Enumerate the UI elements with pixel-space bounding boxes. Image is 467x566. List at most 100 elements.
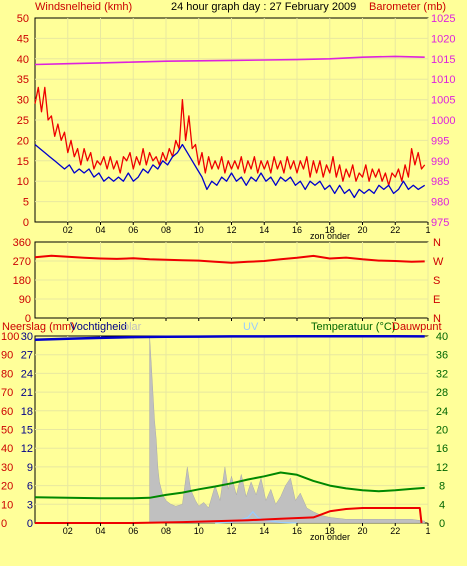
x-tick-label: 14 — [259, 526, 269, 536]
x-tick-label: 12 — [226, 225, 236, 235]
x-tick-label: 04 — [95, 526, 105, 536]
rain-y-tick: 60 — [1, 406, 13, 418]
x-tick-label: 10 — [194, 526, 204, 536]
x-tick-label: 06 — [128, 225, 138, 235]
humidity-y-tick: 3 — [27, 499, 33, 511]
x-tick-label: 10 — [194, 225, 204, 235]
rain-y-tick: 90 — [1, 350, 13, 362]
rain-y-tick: 100 — [1, 331, 19, 343]
x-tick-label: 12 — [226, 526, 236, 536]
wind-y-tick: 10 — [17, 176, 29, 188]
wind-y-tick: 45 — [17, 33, 29, 45]
barometer-y-tick: 980 — [431, 197, 449, 209]
temperature-line — [34, 471, 425, 500]
x-tick-label: 1 — [425, 526, 430, 536]
temperature-y-tick: 12 — [436, 462, 448, 474]
temperature-y-tick: 8 — [439, 481, 445, 493]
barometer-y-tick: 1025 — [431, 13, 455, 25]
humidity-legend: Vochtigheid — [70, 321, 127, 333]
humidity-y-tick: 30 — [21, 331, 33, 343]
temperature-y-tick: 36 — [436, 350, 448, 362]
wind-y-tick: 0 — [23, 217, 29, 229]
x-tick-label: 18 — [325, 526, 335, 536]
x-tick-label: 04 — [95, 225, 105, 235]
wind-y-tick: 30 — [17, 95, 29, 107]
x-tick-label: 16 — [292, 526, 302, 536]
wind-y-tick: 50 — [17, 13, 29, 25]
wind-y-tick: 35 — [17, 74, 29, 86]
barometer-y-tick: 975 — [431, 217, 449, 229]
rain-y-tick: 70 — [1, 387, 13, 399]
rain-y-tick: 80 — [1, 368, 13, 380]
temperature-y-tick: 32 — [436, 368, 448, 380]
temperature-y-tick: 16 — [436, 443, 448, 455]
wind-y-tick: 20 — [17, 135, 29, 147]
humidity-y-tick: 24 — [21, 368, 33, 380]
rain-legend: Neerslag (mm) — [2, 321, 75, 333]
humidity-y-tick: 15 — [21, 425, 33, 437]
direction-y-tick: 0 — [25, 313, 31, 325]
barometer-y-tick: 1005 — [431, 95, 455, 107]
direction-y-tick: 90 — [19, 294, 31, 306]
wind-y-tick: 25 — [17, 115, 29, 127]
temperature-y-tick: 0 — [439, 518, 445, 530]
compass-tick: S — [433, 275, 440, 287]
temperature-y-tick: 40 — [436, 331, 448, 343]
compass-tick: N — [433, 237, 441, 249]
humidity-y-tick: 27 — [21, 350, 33, 362]
dewpoint-legend: Dauwpunt — [392, 321, 442, 333]
x-tick-label: 18 — [325, 225, 335, 235]
x-tick-label: 14 — [259, 225, 269, 235]
barometer-axis-title: Barometer (mb) — [369, 1, 446, 13]
sunset-annotation: zon onder — [310, 532, 350, 542]
rain-y-tick: 40 — [1, 443, 13, 455]
wind-y-tick: 40 — [17, 54, 29, 66]
wind-axis-title: Windsnelheid (kmh) — [35, 1, 132, 13]
wind-y-tick: 15 — [17, 156, 29, 168]
barometer-y-tick: 1010 — [431, 74, 455, 86]
x-tick-label: 08 — [161, 225, 171, 235]
direction-y-tick: 270 — [13, 256, 31, 268]
rain-y-tick: 0 — [1, 518, 7, 530]
x-tick-label: 22 — [390, 225, 400, 235]
temperature-legend: Temperatuur (°C) — [311, 321, 395, 333]
wind-average-line — [34, 143, 426, 199]
temperature-y-tick: 24 — [436, 406, 448, 418]
humidity-y-tick: 12 — [21, 443, 33, 455]
uv-legend: UV — [243, 321, 259, 333]
rain-y-tick: 20 — [1, 481, 13, 493]
rain-y-tick: 50 — [1, 425, 13, 437]
x-tick-label: 16 — [292, 225, 302, 235]
sunset-annotation: zon onder — [310, 231, 350, 241]
x-tick-label: 20 — [357, 526, 367, 536]
barometer-y-tick: 990 — [431, 156, 449, 168]
compass-tick: N — [433, 313, 441, 325]
chart-title: 24 hour graph day : 27 February 2009 — [171, 1, 356, 13]
rain-y-tick: 30 — [1, 462, 13, 474]
wind-direction-line — [34, 254, 425, 264]
wind-y-tick: 5 — [23, 197, 29, 209]
barometer-y-tick: 1000 — [431, 115, 455, 127]
chart-layer: 0510152025303540455097598098599099510001… — [1, 13, 455, 542]
temperature-y-tick: 20 — [436, 425, 448, 437]
x-tick-label: 06 — [128, 526, 138, 536]
barometer-y-tick: 1015 — [431, 54, 455, 66]
temperature-y-tick: 4 — [439, 499, 445, 511]
humidity-y-tick: 6 — [27, 481, 33, 493]
compass-tick: E — [433, 294, 440, 306]
x-tick-label: 02 — [63, 225, 73, 235]
rain-line — [35, 507, 423, 524]
direction-y-tick: 180 — [13, 275, 31, 287]
x-tick-label: 02 — [63, 526, 73, 536]
barometer-line — [34, 55, 425, 66]
barometer-y-tick: 1020 — [431, 33, 455, 45]
solar-legend: olar — [123, 321, 142, 333]
rain-y-tick: 10 — [1, 499, 13, 511]
x-tick-label: 20 — [357, 225, 367, 235]
temperature-y-tick: 28 — [436, 387, 448, 399]
x-tick-label: 08 — [161, 526, 171, 536]
x-tick-label: 1 — [425, 225, 430, 235]
solar-area — [149, 335, 425, 524]
